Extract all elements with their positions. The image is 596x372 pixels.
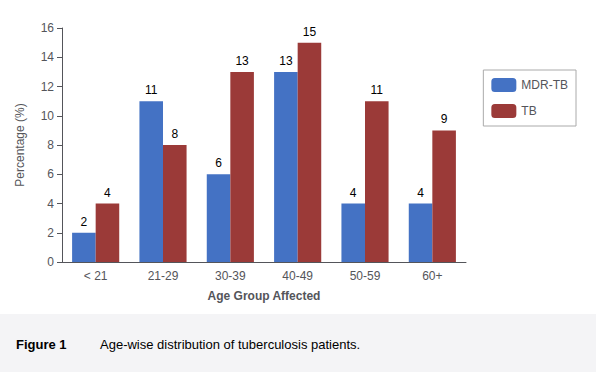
svg-text:11: 11 bbox=[371, 83, 384, 97]
svg-text:2: 2 bbox=[47, 226, 54, 240]
svg-text:21-29: 21-29 bbox=[148, 269, 179, 283]
svg-text:Age-wise distribution of tuber: Age-wise distribution of tuberculosis pa… bbox=[100, 337, 360, 352]
svg-text:12: 12 bbox=[41, 80, 55, 94]
svg-text:9: 9 bbox=[441, 112, 448, 126]
svg-text:Age Group Affected: Age Group Affected bbox=[208, 289, 321, 303]
svg-text:11: 11 bbox=[145, 83, 158, 97]
svg-text:Figure 1: Figure 1 bbox=[16, 337, 67, 352]
svg-text:4: 4 bbox=[104, 186, 111, 200]
svg-text:2: 2 bbox=[81, 215, 88, 229]
svg-text:8: 8 bbox=[171, 127, 178, 141]
svg-text:13: 13 bbox=[235, 54, 249, 68]
svg-text:6: 6 bbox=[47, 167, 54, 181]
svg-text:30-39: 30-39 bbox=[215, 269, 246, 283]
svg-text:16: 16 bbox=[41, 21, 55, 35]
svg-text:MDR-TB: MDR-TB bbox=[521, 78, 568, 92]
svg-text:14: 14 bbox=[41, 50, 55, 64]
svg-text:Percentage (%): Percentage (%) bbox=[13, 103, 27, 186]
svg-text:< 21: < 21 bbox=[84, 269, 108, 283]
svg-text:4: 4 bbox=[47, 197, 54, 211]
svg-text:8: 8 bbox=[47, 138, 54, 152]
svg-text:0: 0 bbox=[47, 255, 54, 269]
svg-text:4: 4 bbox=[417, 186, 424, 200]
svg-text:15: 15 bbox=[303, 25, 317, 39]
svg-text:TB: TB bbox=[521, 104, 536, 118]
svg-text:6: 6 bbox=[215, 156, 222, 170]
svg-text:40-49: 40-49 bbox=[282, 269, 313, 283]
svg-text:10: 10 bbox=[41, 109, 55, 123]
svg-text:13: 13 bbox=[279, 54, 293, 68]
svg-text:50-59: 50-59 bbox=[350, 269, 381, 283]
svg-text:60+: 60+ bbox=[422, 269, 442, 283]
svg-text:4: 4 bbox=[350, 186, 357, 200]
